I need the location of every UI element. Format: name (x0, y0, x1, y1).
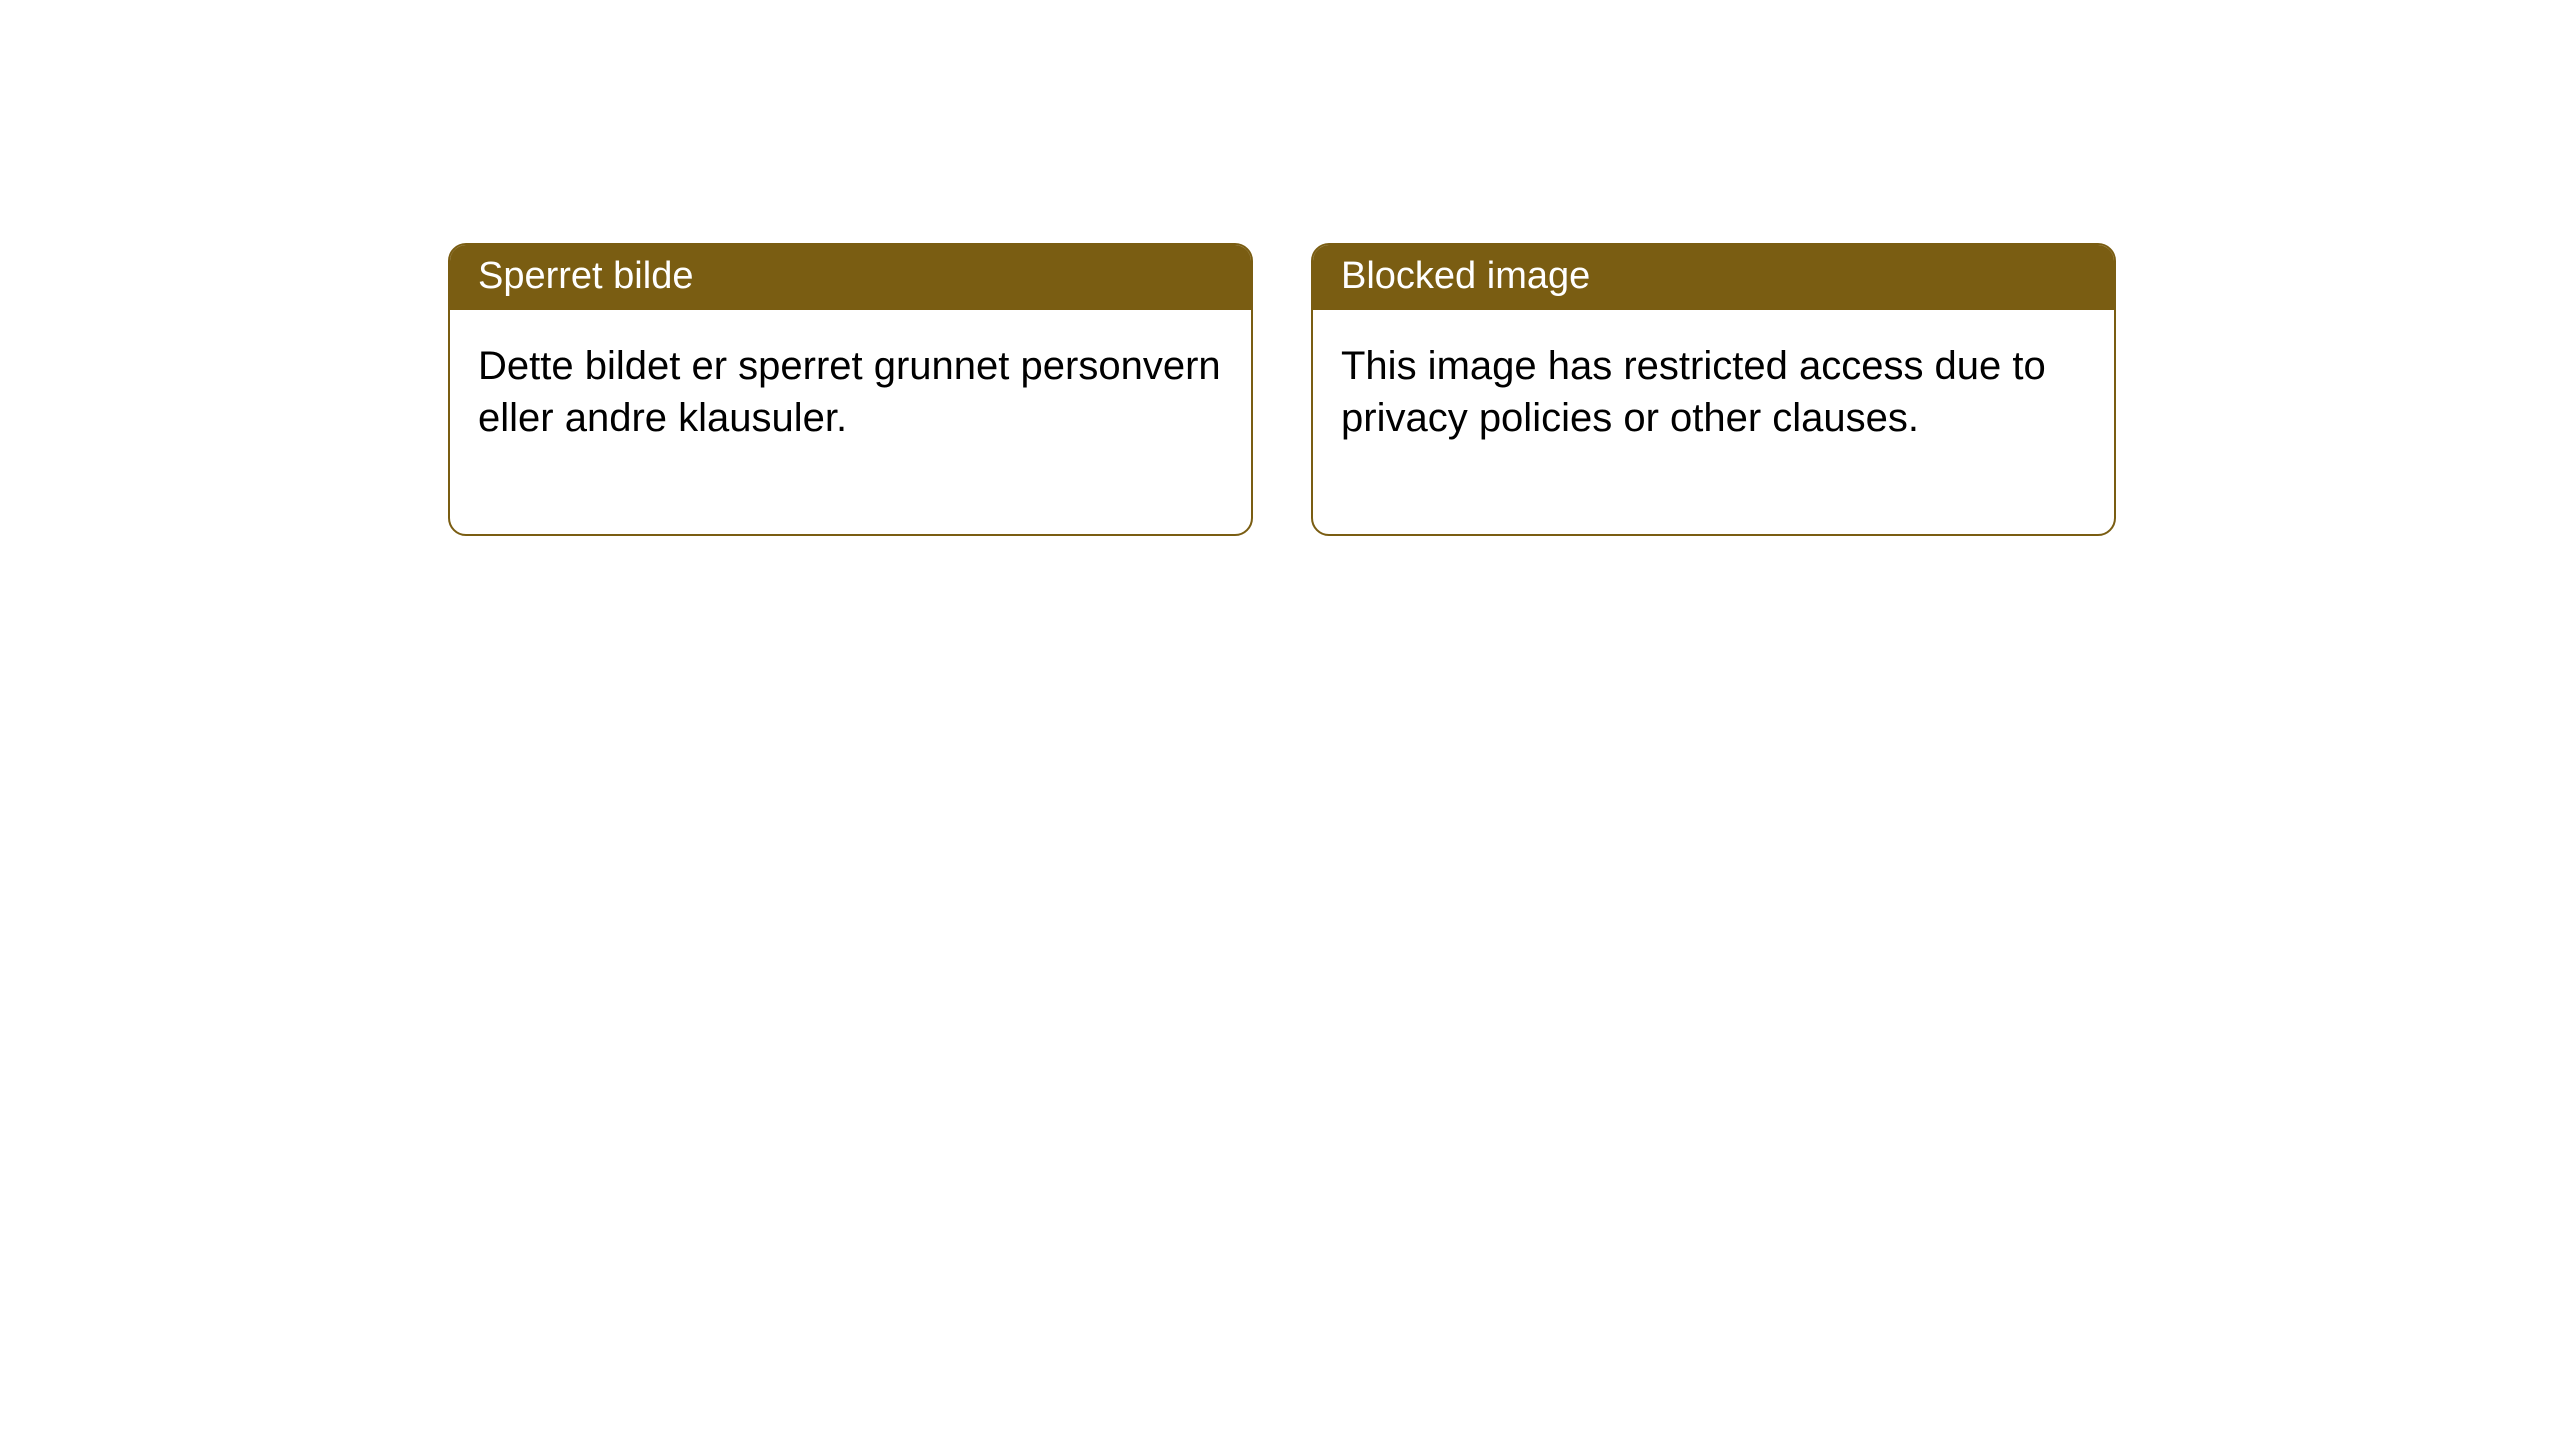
notice-text: This image has restricted access due to … (1341, 344, 2046, 440)
notice-container: Sperret bilde Dette bildet er sperret gr… (0, 0, 2560, 536)
notice-title: Blocked image (1341, 255, 1590, 297)
notice-header: Sperret bilde (450, 245, 1251, 310)
notice-body: Dette bildet er sperret grunnet personve… (450, 310, 1251, 534)
notice-title: Sperret bilde (478, 255, 693, 297)
notice-card-norwegian: Sperret bilde Dette bildet er sperret gr… (448, 243, 1253, 536)
notice-body: This image has restricted access due to … (1313, 310, 2114, 534)
notice-header: Blocked image (1313, 245, 2114, 310)
notice-text: Dette bildet er sperret grunnet personve… (478, 344, 1221, 440)
notice-card-english: Blocked image This image has restricted … (1311, 243, 2116, 536)
